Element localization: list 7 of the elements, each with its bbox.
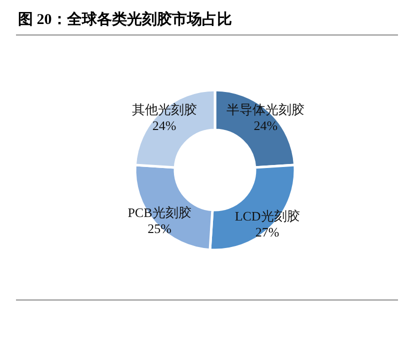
slice-label: 半导体光刻胶: [226, 102, 305, 118]
slice-label: PCB光刻胶: [128, 204, 192, 220]
data-label: 24%: [254, 118, 278, 134]
chart-title: 图 20：全球各类光刻胶市场占比: [18, 10, 232, 28]
slice-label: 其他光刻胶: [132, 102, 197, 118]
data-label: 24%: [152, 118, 176, 134]
data-label: 25%: [148, 220, 172, 236]
